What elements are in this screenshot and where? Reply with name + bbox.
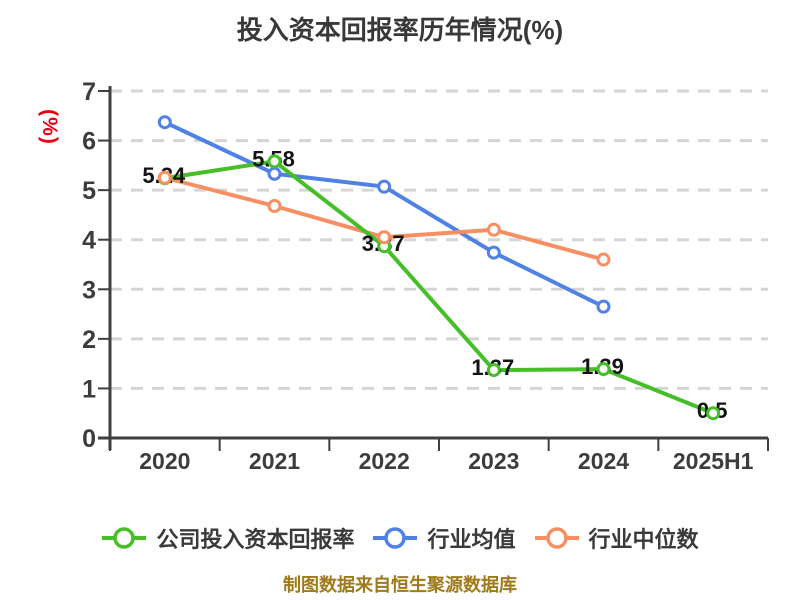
data-point-marker <box>486 222 501 237</box>
data-point-marker <box>596 362 611 377</box>
y-axis-tick-label: 5 <box>82 177 96 205</box>
series-line <box>162 159 716 416</box>
y-axis-tick-label: 0 <box>82 425 96 453</box>
x-axis-tick-label: 2020 <box>139 448 190 474</box>
data-point-marker <box>157 170 172 185</box>
line-dot-marker-icon <box>372 525 418 551</box>
legend-item-company-roic[interactable]: 公司投入资本回报率 <box>101 522 354 554</box>
data-point-marker <box>377 230 392 245</box>
data-point-marker <box>706 406 721 421</box>
legend-item-industry-mean[interactable]: 行业均值 <box>372 522 516 554</box>
series-line <box>162 120 606 309</box>
x-axis-tick-label: 2024 <box>578 448 629 474</box>
data-point-marker <box>267 199 282 214</box>
y-axis-tick-label: 2 <box>82 326 96 354</box>
legend-item-label: 行业均值 <box>427 527 516 552</box>
x-axis-tick-label: 2021 <box>249 448 300 474</box>
y-axis-tick-label: 6 <box>82 128 96 156</box>
data-point-marker <box>377 179 392 194</box>
y-axis-tick-label: 1 <box>82 375 96 403</box>
x-axis-tick-label: 2025H1 <box>673 448 754 474</box>
data-point-marker <box>486 363 501 378</box>
x-axis-tick-label: 2023 <box>468 448 519 474</box>
data-point-marker <box>267 154 282 169</box>
legend-item-industry-median[interactable]: 行业中位数 <box>534 522 699 554</box>
y-axis-tick-label: 7 <box>82 78 96 106</box>
line-dot-marker-icon <box>534 525 580 551</box>
legend-item-label: 行业中位数 <box>588 527 699 552</box>
data-point-marker <box>596 299 611 314</box>
y-axis-tick-label: 3 <box>82 276 96 304</box>
data-point-marker <box>267 166 282 181</box>
chart-title: 投入资本回报率历年情况(%) <box>236 15 564 45</box>
line-dot-marker-icon <box>101 525 147 551</box>
legend-item-label: 公司投入资本回报率 <box>156 527 355 552</box>
data-point-marker <box>157 115 172 130</box>
y-axis-tick-label: 4 <box>82 227 96 255</box>
data-point-marker <box>596 252 611 267</box>
data-source-note: 制图数据来自恒生聚源数据库 <box>283 575 517 595</box>
data-point-marker <box>486 245 501 260</box>
legend: 公司投入资本回报率 行业均值 行业中位数 <box>0 520 800 556</box>
x-axis-tick-label: 2022 <box>359 448 410 474</box>
